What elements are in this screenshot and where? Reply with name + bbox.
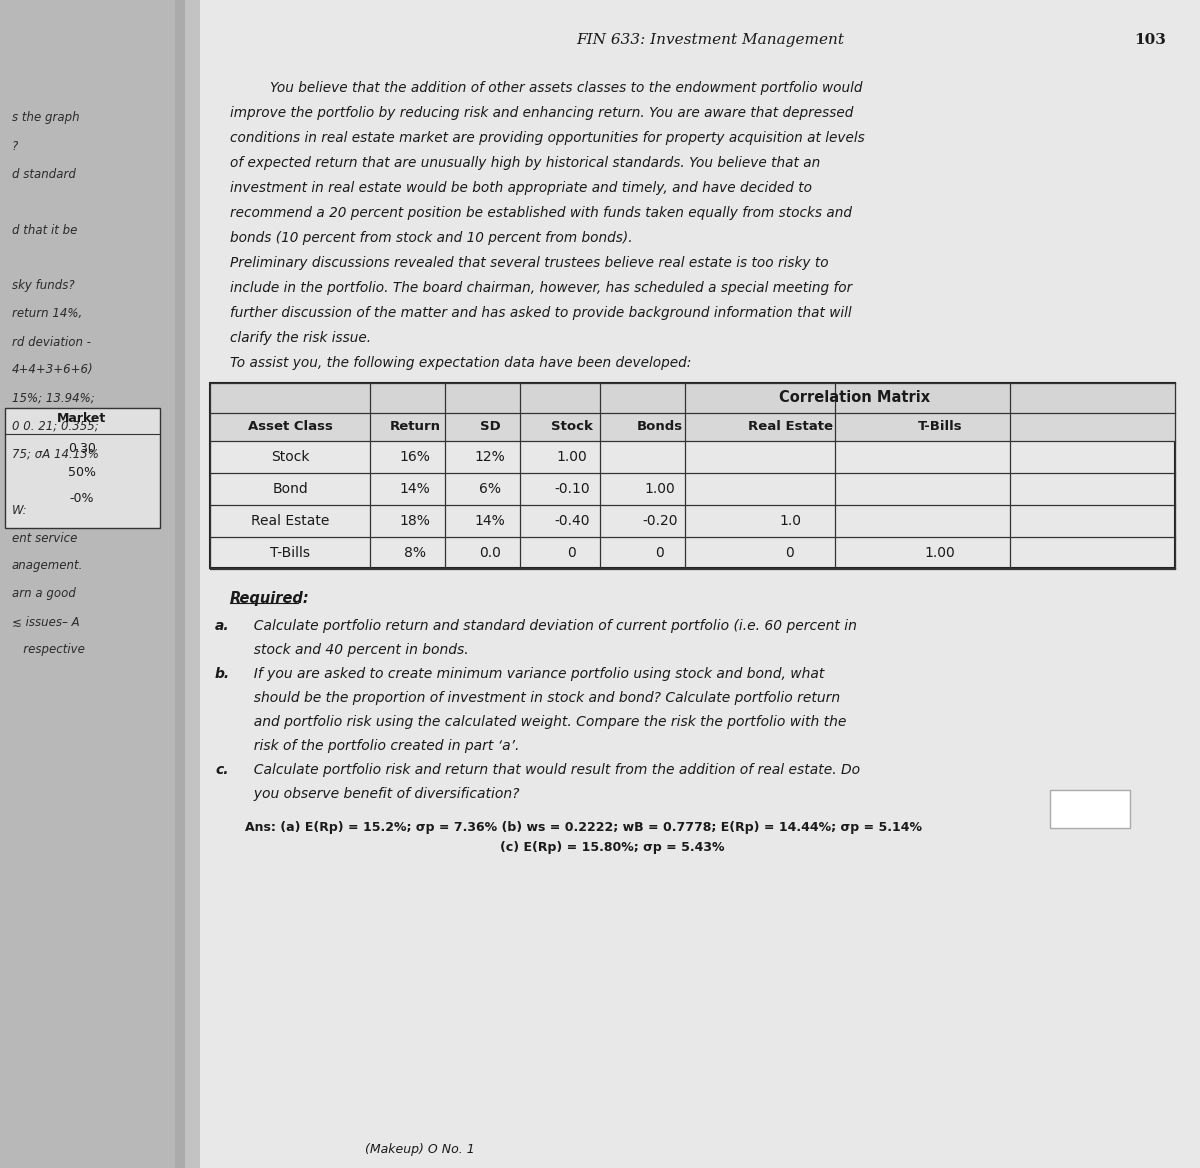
Text: anagement.: anagement.	[12, 559, 83, 572]
Text: risk of the portfolio created in part ‘a’.: risk of the portfolio created in part ‘a…	[245, 739, 520, 753]
Text: 1.00: 1.00	[644, 482, 676, 496]
Text: Calculate portfolio risk and return that would result from the addition of real : Calculate portfolio risk and return that…	[245, 763, 860, 777]
Text: 18%: 18%	[400, 514, 431, 528]
Text: 0 0. 21; 0.355;: 0 0. 21; 0.355;	[12, 419, 98, 432]
Text: 12%: 12%	[475, 450, 505, 464]
Text: 0.30: 0.30	[68, 442, 96, 454]
Bar	[0, 0, 185, 1168]
Text: s the graph: s the graph	[12, 111, 79, 125]
Text: 0: 0	[655, 545, 665, 559]
Text: you observe benefit of diversification?: you observe benefit of diversification?	[245, 787, 520, 801]
Text: 50%: 50%	[68, 466, 96, 480]
Text: clarify the risk issue.: clarify the risk issue.	[230, 331, 371, 345]
Text: -0.10: -0.10	[554, 482, 590, 496]
Bar	[210, 383, 1175, 413]
Text: Asset Class: Asset Class	[247, 420, 332, 433]
Text: 0: 0	[786, 545, 794, 559]
Text: Ans: (a) E(Rp) = 15.2%; σp = 7.36% (b) ws = 0.2222; wB = 0.7778; E(Rp) = 14.44%;: Ans: (a) E(Rp) = 15.2%; σp = 7.36% (b) w…	[245, 821, 922, 834]
Text: investment in real estate would be both appropriate and timely, and have decided: investment in real estate would be both …	[230, 181, 812, 195]
Text: include in the portfolio. The board chairman, however, has scheduled a special m: include in the portfolio. The board chai…	[230, 281, 852, 296]
Text: FIN 633: Investment Management: FIN 633: Investment Management	[576, 33, 844, 47]
Text: Return: Return	[390, 420, 440, 433]
Text: improve the portfolio by reducing risk and enhancing return. You are aware that : improve the portfolio by reducing risk a…	[230, 106, 853, 120]
Text: Real Estate: Real Estate	[251, 514, 329, 528]
Text: ent service: ent service	[12, 531, 77, 544]
Text: T-Bills: T-Bills	[918, 420, 962, 433]
Text: -0.40: -0.40	[554, 514, 589, 528]
Text: rd deviation -: rd deviation -	[12, 335, 91, 348]
Bar	[175, 0, 200, 1168]
Text: 4+4+3+6+6): 4+4+3+6+6)	[12, 363, 94, 376]
Text: c.: c.	[215, 763, 228, 777]
Text: a.: a.	[215, 619, 229, 633]
Text: and portfolio risk using the calculated weight. Compare the risk the portfolio w: and portfolio risk using the calculated …	[245, 715, 846, 729]
Text: Required:: Required:	[230, 591, 310, 605]
Text: 8%: 8%	[404, 545, 426, 559]
Text: If you are asked to create minimum variance portfolio using stock and bond, what: If you are asked to create minimum varia…	[245, 667, 824, 681]
Text: To assist you, the following expectation data have been developed:: To assist you, the following expectation…	[230, 356, 691, 370]
Text: T-Bills: T-Bills	[270, 545, 310, 559]
Text: Real Estate: Real Estate	[748, 420, 833, 433]
Text: stock and 40 percent in bonds.: stock and 40 percent in bonds.	[245, 644, 469, 656]
Text: 0: 0	[568, 545, 576, 559]
Text: You believe that the addition of other assets classes to the endowment portfolio: You believe that the addition of other a…	[270, 81, 863, 95]
Text: SD: SD	[480, 420, 500, 433]
Text: ?: ?	[12, 139, 18, 153]
Text: respective: respective	[12, 644, 85, 656]
Text: b.: b.	[215, 667, 230, 681]
Text: 15%; 13.94%;: 15%; 13.94%;	[12, 391, 95, 404]
Text: -0.20: -0.20	[642, 514, 678, 528]
Text: arn a good: arn a good	[12, 588, 76, 600]
Bar	[210, 413, 1175, 442]
Text: should be the proportion of investment in stock and bond? Calculate portfolio re: should be the proportion of investment i…	[245, 691, 840, 705]
Text: 103: 103	[1134, 33, 1166, 47]
Text: 1.00: 1.00	[557, 450, 587, 464]
Text: Correlation Matrix: Correlation Matrix	[780, 390, 930, 405]
Text: ≲ issues– A: ≲ issues– A	[12, 616, 79, 628]
Bar	[210, 383, 1175, 568]
Text: Bonds: Bonds	[637, 420, 683, 433]
Text: conditions in real estate market are providing opportunities for property acquis: conditions in real estate market are pro…	[230, 131, 865, 145]
Text: further discussion of the matter and has asked to provide background information: further discussion of the matter and has…	[230, 306, 852, 320]
Text: 75; σA 14.13%: 75; σA 14.13%	[12, 447, 98, 460]
Text: Calculate portfolio return and standard deviation of current portfolio (i.e. 60 : Calculate portfolio return and standard …	[245, 619, 857, 633]
Text: Preliminary discussions revealed that several trustees believe real estate is to: Preliminary discussions revealed that se…	[230, 256, 829, 270]
Text: 1.00: 1.00	[925, 545, 955, 559]
Text: 14%: 14%	[400, 482, 431, 496]
Text: 0.0: 0.0	[479, 545, 500, 559]
Text: 6%: 6%	[479, 482, 502, 496]
Text: sky funds?: sky funds?	[12, 279, 74, 292]
Text: -0%: -0%	[70, 492, 95, 505]
Text: d standard: d standard	[12, 167, 76, 181]
Text: bonds (10 percent from stock and 10 percent from bonds).: bonds (10 percent from stock and 10 perc…	[230, 231, 632, 245]
Bar	[5, 408, 160, 528]
Text: Bond: Bond	[272, 482, 308, 496]
Bar	[1050, 790, 1130, 828]
Text: W:: W:	[12, 503, 28, 516]
Text: return 14%,: return 14%,	[12, 307, 83, 320]
Text: (Makeup) O No. 1: (Makeup) O No. 1	[245, 1143, 475, 1156]
Text: 1.0: 1.0	[779, 514, 802, 528]
Text: recommend a 20 percent position be established with funds taken equally from sto: recommend a 20 percent position be estab…	[230, 206, 852, 220]
Text: 16%: 16%	[400, 450, 431, 464]
Text: of expected return that are unusually high by historical standards. You believe : of expected return that are unusually hi…	[230, 157, 821, 171]
Text: (c) E(Rp) = 15.80%; σp = 5.43%: (c) E(Rp) = 15.80%; σp = 5.43%	[500, 841, 725, 855]
Text: d that it be: d that it be	[12, 223, 77, 236]
Text: Stock: Stock	[551, 420, 593, 433]
Bar	[185, 0, 1200, 1168]
Text: Stock: Stock	[271, 450, 310, 464]
Text: 14%: 14%	[475, 514, 505, 528]
Text: Market: Market	[58, 411, 107, 424]
